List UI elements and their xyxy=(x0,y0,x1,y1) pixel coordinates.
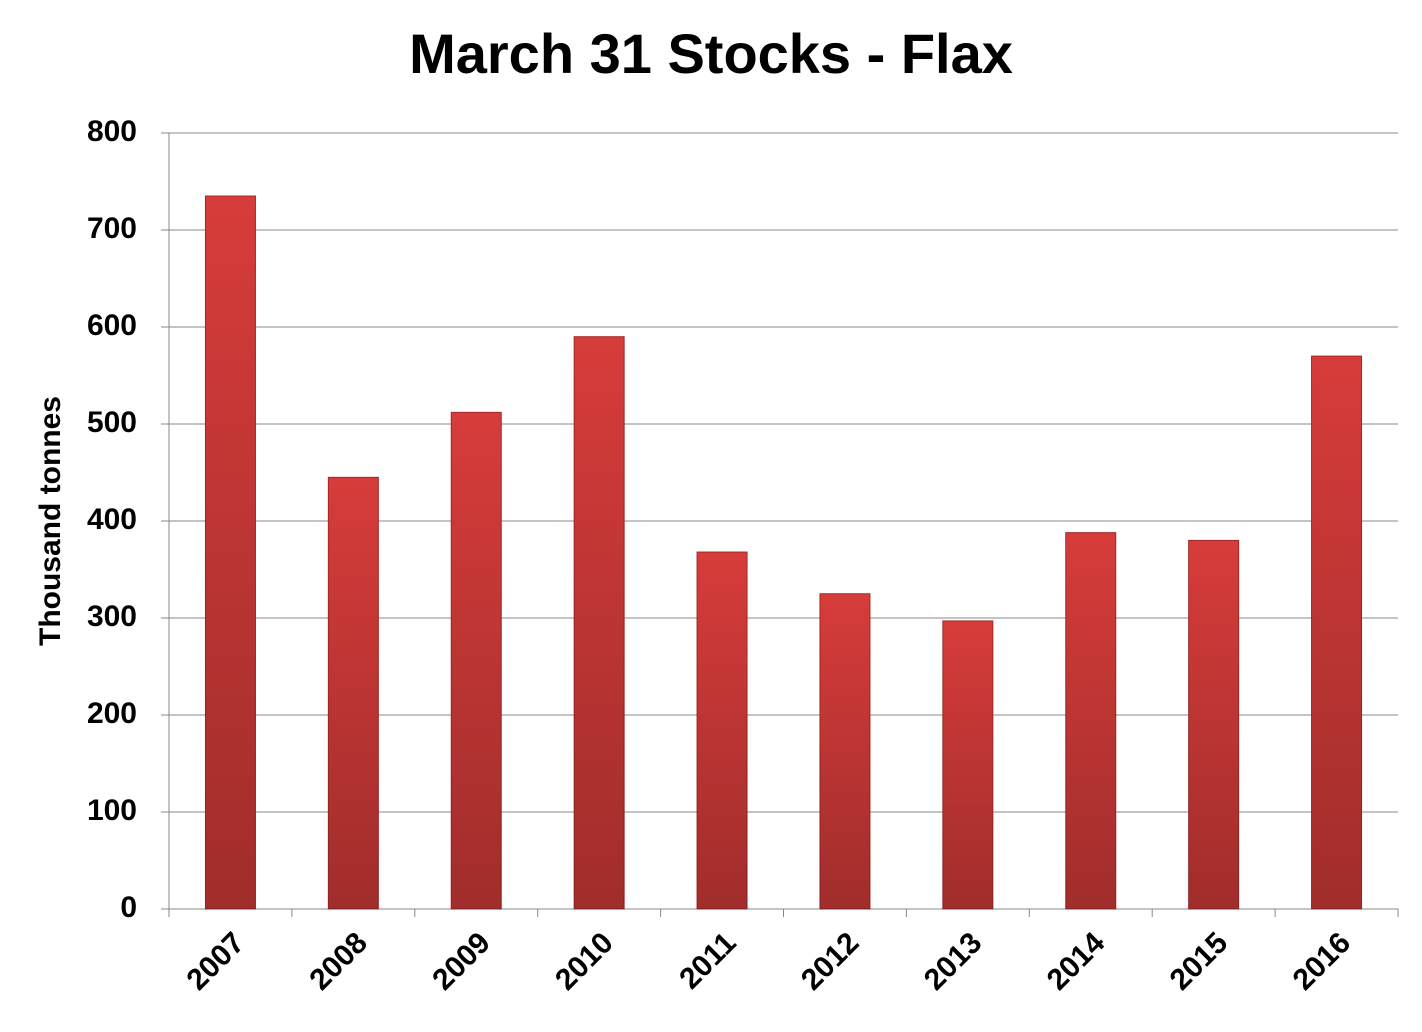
y-tick-label: 800 xyxy=(87,115,137,148)
bar-shade xyxy=(574,336,625,909)
x-tick-label: 2015 xyxy=(1164,926,1235,997)
x-tick-label: 2009 xyxy=(426,926,497,997)
x-tick-label: 2010 xyxy=(549,926,620,997)
chart-title: March 31 Stocks - Flax xyxy=(409,22,1013,85)
y-tick-label: 600 xyxy=(87,309,137,342)
x-tick-label: 2012 xyxy=(795,926,866,997)
bar-shade xyxy=(205,196,256,910)
y-tick-label: 0 xyxy=(120,891,137,924)
x-tick-label: 2007 xyxy=(180,926,251,997)
bar-shade xyxy=(942,620,993,909)
x-tick-label: 2011 xyxy=(673,926,742,995)
y-tick-label: 400 xyxy=(87,503,137,536)
bar-shade xyxy=(328,477,379,909)
y-tick-label: 300 xyxy=(87,600,137,633)
bar-shade xyxy=(451,412,502,909)
bar-shade xyxy=(1311,356,1362,910)
x-tick-label: 2008 xyxy=(303,926,374,997)
x-tick-label: 2014 xyxy=(1041,926,1112,997)
y-tick-label: 100 xyxy=(87,794,137,827)
bar-shade xyxy=(1188,540,1239,909)
y-tick-label: 700 xyxy=(87,212,137,245)
bar-shade xyxy=(1065,532,1116,909)
y-tick-label: 200 xyxy=(87,697,137,730)
x-tick-label: 2016 xyxy=(1287,926,1358,997)
bar-shade xyxy=(819,593,870,909)
y-axis-label: Thousand tonnes xyxy=(34,396,67,646)
bar-shade xyxy=(697,552,748,909)
x-tick-label: 2013 xyxy=(918,926,989,997)
y-tick-label: 500 xyxy=(87,406,137,439)
